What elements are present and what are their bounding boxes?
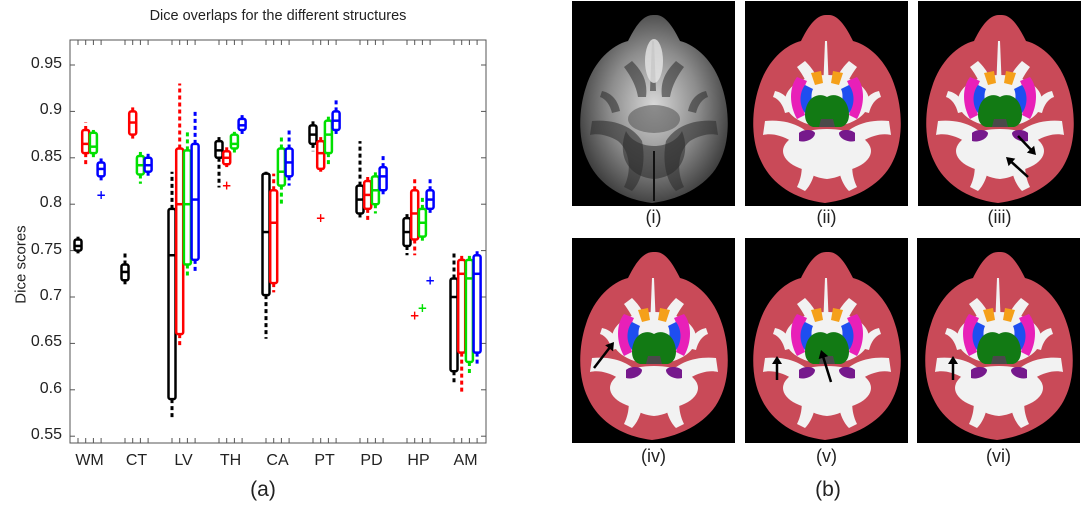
box-pd-3 <box>378 155 388 195</box>
box-lv-2 <box>182 129 193 279</box>
box-pt-1: + <box>316 134 326 225</box>
box-lv-0 <box>167 171 177 420</box>
x-tick-label-am: AM <box>453 452 478 469</box>
brain-panel-vi <box>917 238 1080 443</box>
chart-title: Dice overlaps for the different structur… <box>149 8 407 24</box>
y-tick-label: 0.75 <box>30 240 62 258</box>
box-th-3 <box>237 115 247 135</box>
box-ct-0 <box>120 252 130 286</box>
box-ct-1 <box>127 106 138 140</box>
x-tick-label-pd: PD <box>360 452 383 469</box>
y-tick-label: 0.85 <box>30 147 62 165</box>
svg-text:+: + <box>425 273 435 287</box>
box-wm-0 <box>73 236 83 254</box>
segmentation-image <box>745 1 908 206</box>
segmentation-image <box>572 238 735 443</box>
segmentation-image <box>917 238 1080 443</box>
segmentation-image <box>918 1 1081 206</box>
arrow-icon <box>593 342 614 369</box>
box-lv-3 <box>190 111 200 274</box>
x-tick-label-pt: PT <box>314 452 335 469</box>
x-tick-label-ct: CT <box>125 452 148 469</box>
box-ct-3 <box>143 153 153 177</box>
x-tick-label-lv: LV <box>174 452 193 469</box>
box-ca-1 <box>268 173 279 293</box>
box-ca-3 <box>284 128 294 186</box>
caption-b: (b) <box>815 478 841 501</box>
x-tick-label-ca: CA <box>266 452 289 469</box>
panel-label-iv: (iv) <box>641 446 666 466</box>
box-pt-2 <box>323 116 334 168</box>
box-hp-2: + <box>417 194 427 315</box>
panel-label-ii: (ii) <box>816 207 837 227</box>
y-tick-label: 0.95 <box>30 55 62 72</box>
box-th-2 <box>229 131 240 154</box>
brain-panel-v <box>745 238 908 443</box>
panel-label-vi: (vi) <box>986 446 1011 466</box>
box-plot: ++++++ <box>69 39 487 444</box>
arrow-icon <box>1006 157 1029 178</box>
box-hp-3: + <box>425 176 435 287</box>
y-tick-label: 0.55 <box>30 426 62 444</box>
panel-a: Dice overlaps for the different structur… <box>13 8 487 501</box>
y-tick-label: 0.65 <box>30 333 62 351</box>
y-tick-label: 0.7 <box>39 287 62 304</box>
panel-label-v: (v) <box>816 446 837 466</box>
box-th-0 <box>214 134 224 188</box>
svg-text:+: + <box>417 301 427 315</box>
brain-panel-iv <box>572 238 735 443</box>
box-am-3 <box>472 250 482 367</box>
svg-text:+: + <box>222 179 232 193</box>
y-tick-label: 0.6 <box>39 379 62 397</box>
x-tick-label-th: TH <box>219 452 242 469</box>
arrow-icon <box>948 356 958 380</box>
svg-text:+: + <box>96 188 106 202</box>
box-pt-0 <box>308 118 318 152</box>
box-pd-1 <box>362 176 373 220</box>
box-pt-3 <box>331 97 341 135</box>
box-ct-2 <box>135 151 146 184</box>
x-tick-label-wm: WM <box>75 452 104 469</box>
box-th-1: + <box>222 146 232 193</box>
arrow-icon <box>818 350 833 383</box>
svg-text:+: + <box>410 309 420 323</box>
y-tick-label: 0.9 <box>39 101 62 119</box>
svg-text:+: + <box>316 211 326 225</box>
box-am-2 <box>464 255 475 376</box>
brain-panel-i <box>572 1 735 206</box>
box-hp-0 <box>402 213 412 256</box>
arrow-icon <box>1017 135 1036 155</box>
box-wm-3: + <box>96 155 106 202</box>
segmentation-image <box>745 238 908 443</box>
box-wm-2 <box>88 129 99 158</box>
panel-label-iii: (iii) <box>987 207 1012 227</box>
brain-panel-iii <box>918 1 1081 206</box>
panel-label-i: (i) <box>645 207 662 227</box>
brain-panel-ii <box>745 1 908 206</box>
caption-a: (a) <box>250 478 276 501</box>
arrow-icon <box>772 356 782 380</box>
x-tick-label-hp: HP <box>407 452 430 469</box>
mri-grayscale-image <box>572 1 735 206</box>
y-tick-label: 0.8 <box>39 194 62 212</box>
